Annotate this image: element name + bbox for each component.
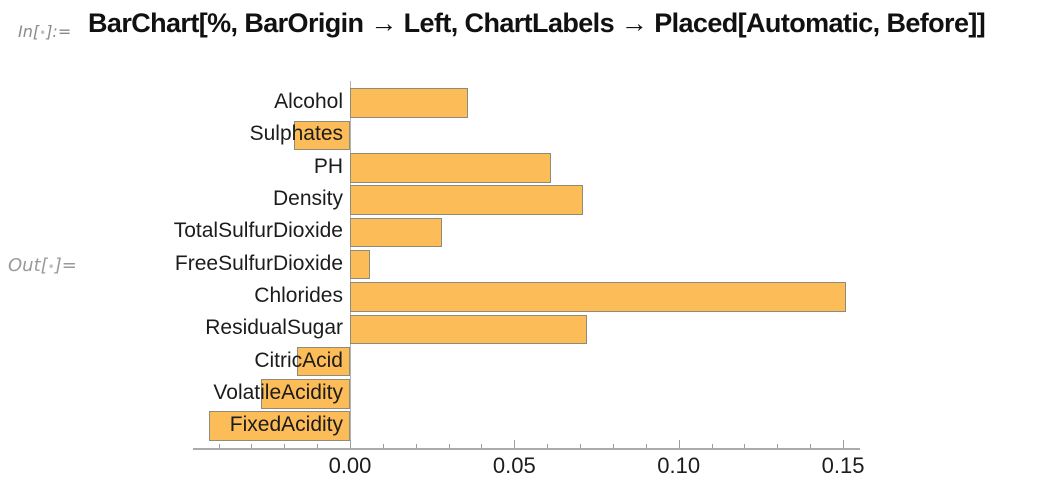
x-axis-major-tick (678, 440, 680, 448)
in-label-prefix: In[ (18, 22, 40, 41)
out-label-bullet-icon: • (47, 260, 55, 274)
x-axis-minor-tick (612, 444, 614, 448)
x-axis-line (193, 448, 860, 450)
x-axis-minor-tick (645, 444, 647, 448)
bar-label: VolatileAcidity (213, 380, 343, 404)
bar-label: Sulphates (249, 122, 343, 146)
bar-label: Density (272, 187, 343, 211)
bar (261, 379, 350, 409)
bar-label: ResidualSugar (205, 316, 343, 340)
x-axis-tick-label: 0.10 (657, 453, 701, 478)
bar-label: TotalSulfurDioxide (173, 219, 343, 243)
in-label-bullet-icon: • (39, 26, 47, 40)
x-axis-minor-tick (810, 444, 812, 448)
x-axis-major-tick (350, 440, 351, 448)
cell-in-label: In[•]:= (18, 22, 71, 41)
bar-chart-output[interactable]: Alcohol Sulphates PH Density TotalSulfurDiox… (0, 70, 1064, 486)
input-cell-code[interactable]: BarChart[%, BarOrigin → Left, ChartLabel… (88, 8, 986, 38)
bar (350, 217, 443, 248)
bar (297, 346, 350, 377)
x-axis-major-tick (514, 440, 516, 448)
cell-out-label: Out[•]= (8, 255, 77, 276)
x-axis-minor-tick (580, 444, 582, 448)
bar (350, 88, 469, 118)
bar (350, 153, 551, 183)
bar (350, 249, 370, 280)
x-axis-tick-label: 0.05 (492, 453, 536, 478)
x-axis-minor-tick (448, 444, 450, 448)
bar (350, 185, 584, 215)
x-axis-minor-tick (251, 444, 253, 448)
bar-label: Chlorides (254, 283, 343, 307)
x-axis-minor-tick (547, 444, 549, 448)
x-axis-minor-tick (415, 444, 417, 448)
bar (350, 314, 587, 344)
bar-label: FreeSulfurDioxide (174, 251, 343, 275)
bar-label: FixedAcidity (229, 413, 343, 437)
x-axis-minor-tick (481, 444, 483, 448)
x-axis-minor-tick (317, 444, 319, 448)
bar (208, 411, 350, 441)
x-axis-tick-label: 0.15 (821, 453, 865, 478)
bar (350, 282, 847, 312)
bar-label: PH (313, 154, 343, 178)
x-axis-tick-label: 0.00 (328, 453, 372, 478)
x-axis-minor-tick (777, 444, 779, 448)
x-axis-minor-tick (218, 444, 220, 448)
in-label-suffix: ]:= (46, 22, 72, 41)
x-axis-minor-tick (744, 444, 746, 448)
out-label-prefix: Out[ (8, 255, 48, 276)
bar-label: CitricAcid (254, 348, 343, 372)
x-axis-minor-tick (284, 444, 286, 448)
x-axis-major-tick (843, 440, 845, 448)
x-axis-minor-tick (382, 444, 384, 448)
x-axis-minor-tick (711, 444, 713, 448)
bar-label: Alcohol (274, 90, 343, 114)
out-label-suffix: ]= (54, 255, 77, 276)
bar (294, 120, 350, 151)
